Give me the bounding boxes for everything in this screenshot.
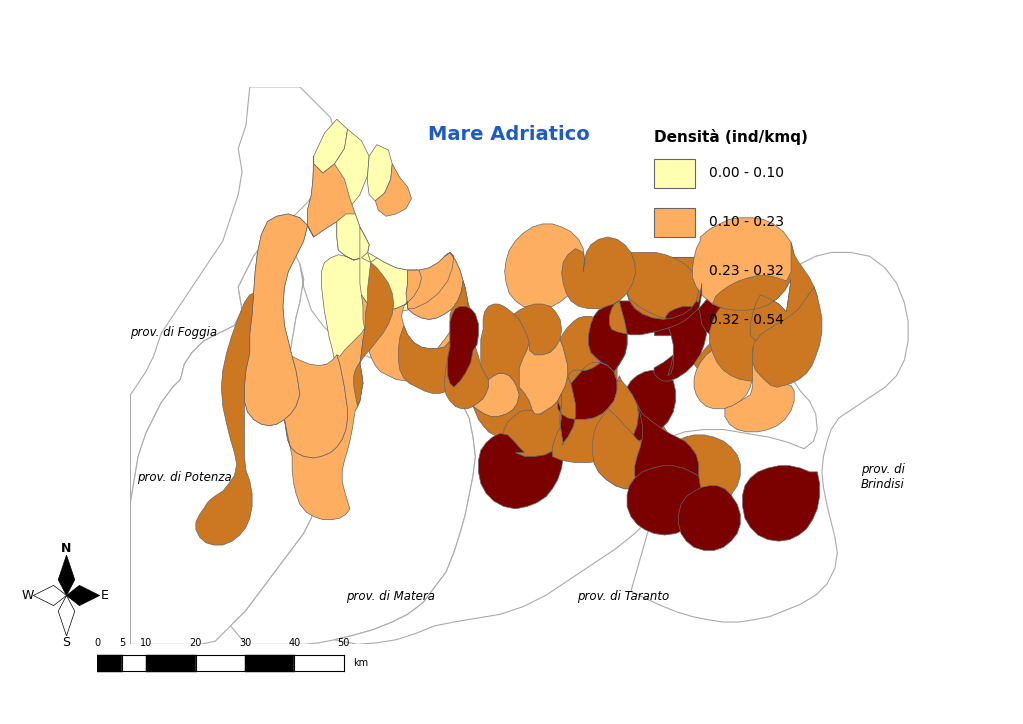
Text: Mare Adriatico: Mare Adriatico [428,125,589,144]
Text: Densità (ind/kmq): Densità (ind/kmq) [655,130,808,146]
Polygon shape [520,340,568,414]
Polygon shape [230,264,476,644]
Polygon shape [66,586,99,605]
Text: E: E [101,589,109,602]
Text: km: km [354,658,368,668]
Polygon shape [562,237,635,308]
Polygon shape [588,283,702,372]
Polygon shape [130,87,339,502]
Polygon shape [34,586,66,605]
Polygon shape [627,283,702,319]
Text: prov. di
Brindisi: prov. di Brindisi [860,463,904,491]
Text: 40: 40 [288,638,301,648]
Polygon shape [244,214,308,426]
Polygon shape [354,262,394,406]
Polygon shape [367,145,392,201]
Polygon shape [558,363,617,445]
Polygon shape [654,306,707,381]
Text: W: W [21,589,34,602]
Polygon shape [473,304,532,437]
Polygon shape [635,404,699,504]
Text: 0.10 - 0.23: 0.10 - 0.23 [709,215,785,230]
Text: 10: 10 [140,638,152,648]
Polygon shape [479,434,564,509]
Polygon shape [627,253,699,319]
Polygon shape [678,486,741,550]
Polygon shape [666,435,741,507]
Polygon shape [592,409,671,489]
Text: S: S [62,636,71,649]
Polygon shape [448,306,479,387]
Polygon shape [375,164,411,216]
Polygon shape [58,595,75,636]
FancyBboxPatch shape [655,159,696,188]
Polygon shape [693,218,794,310]
Text: 50: 50 [338,638,350,648]
Polygon shape [130,230,315,644]
FancyBboxPatch shape [655,257,696,286]
Polygon shape [627,466,702,535]
Polygon shape [308,164,369,260]
Polygon shape [335,391,673,644]
FancyBboxPatch shape [655,306,696,335]
Text: N: N [61,542,72,555]
Text: prov. di Potenza: prov. di Potenza [137,471,231,484]
Polygon shape [358,227,454,312]
Text: 5: 5 [119,638,125,648]
Polygon shape [743,466,819,541]
FancyBboxPatch shape [655,208,696,237]
Text: prov. di Taranto: prov. di Taranto [577,591,669,604]
Polygon shape [725,347,794,432]
Polygon shape [195,293,254,545]
Polygon shape [625,370,675,447]
Polygon shape [406,253,463,319]
Polygon shape [694,340,753,409]
Text: 0: 0 [94,638,100,648]
Text: 30: 30 [239,638,252,648]
Polygon shape [710,279,799,381]
Polygon shape [561,316,610,376]
Polygon shape [631,253,908,622]
Polygon shape [468,301,473,337]
Polygon shape [321,214,370,411]
Polygon shape [568,301,627,383]
Text: 20: 20 [189,638,202,648]
Polygon shape [361,253,468,381]
Polygon shape [360,227,421,310]
Text: prov. di Foggia: prov. di Foggia [130,326,217,339]
Polygon shape [514,304,562,355]
Polygon shape [314,119,348,173]
Polygon shape [398,314,473,393]
Polygon shape [504,224,585,308]
Polygon shape [699,289,748,340]
Polygon shape [445,281,489,409]
Polygon shape [308,129,369,237]
Text: 0.23 - 0.32: 0.23 - 0.32 [709,264,785,279]
Polygon shape [473,374,520,416]
Polygon shape [592,376,671,489]
Text: 0.00 - 0.10: 0.00 - 0.10 [709,167,785,180]
Text: prov. di Matera: prov. di Matera [346,591,435,604]
Polygon shape [753,287,821,387]
Polygon shape [244,214,314,426]
Polygon shape [713,243,817,345]
Polygon shape [552,381,638,463]
Polygon shape [694,314,753,378]
Polygon shape [58,555,75,595]
Polygon shape [284,355,348,458]
Text: 0.32 - 0.54: 0.32 - 0.54 [709,313,785,327]
Polygon shape [504,376,576,456]
Polygon shape [284,327,365,520]
